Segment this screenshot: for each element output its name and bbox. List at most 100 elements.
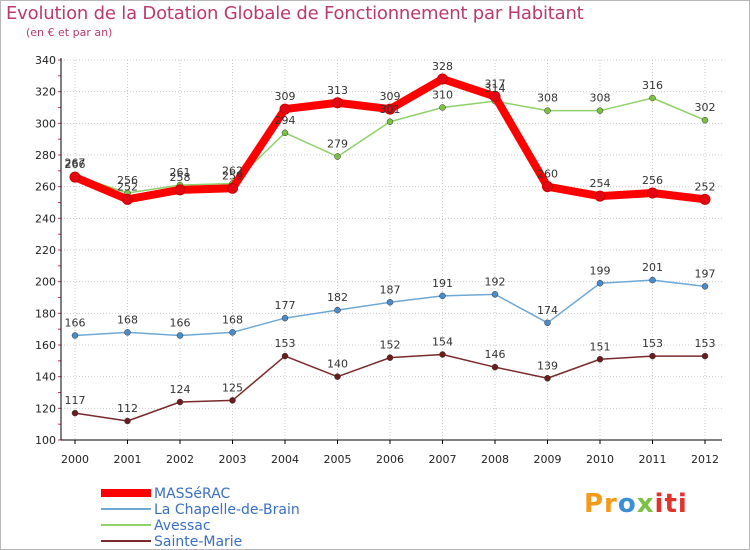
data-point — [439, 351, 446, 358]
data-label: 279 — [327, 138, 348, 151]
data-label: 252 — [695, 180, 716, 193]
data-point — [594, 190, 606, 202]
logo-part: x — [636, 489, 655, 519]
data-point — [596, 280, 604, 287]
data-label: 174 — [537, 304, 558, 317]
y-tick-label: 280 — [35, 149, 56, 162]
x-tick-label: 2009 — [534, 453, 562, 466]
data-label: 258 — [170, 171, 191, 184]
chart-title: Evolution de la Dotation Globale de Fonc… — [6, 3, 584, 24]
chart-subtitle: (en € et par an) — [26, 26, 113, 39]
data-label: 153 — [642, 337, 663, 350]
data-point — [386, 118, 394, 125]
x-tick-label: 2012 — [691, 453, 719, 466]
data-point — [701, 116, 709, 124]
data-point — [649, 94, 656, 102]
data-point — [544, 375, 551, 382]
data-label: 197 — [695, 267, 716, 280]
data-point — [124, 417, 131, 425]
legend-label: Avessac — [154, 518, 211, 534]
data-point — [334, 306, 341, 314]
data-point — [491, 363, 499, 371]
x-tick-label: 2011 — [639, 453, 667, 466]
data-label: 152 — [380, 339, 401, 352]
data-point — [176, 398, 184, 406]
data-point — [334, 153, 341, 160]
y-tick-label: 180 — [35, 307, 56, 320]
x-tick-label: 2010 — [586, 453, 614, 466]
data-label: 168 — [222, 313, 243, 326]
data-point — [386, 354, 394, 361]
data-label: 146 — [485, 348, 506, 361]
data-point — [701, 352, 709, 360]
data-point — [229, 397, 236, 404]
data-label: 294 — [275, 114, 296, 127]
data-label: 256 — [117, 174, 138, 187]
axes: 100 120 140 160 180 200 220 240 260 280 300 320 340 2… — [35, 54, 722, 466]
data-point — [334, 373, 341, 380]
data-point — [281, 352, 289, 360]
data-label: 313 — [327, 84, 348, 97]
logo-part: Pr — [584, 489, 618, 519]
x-tick-label: 2007 — [429, 453, 457, 466]
data-label: 308 — [590, 92, 611, 105]
data-point — [71, 409, 79, 417]
data-point — [439, 292, 446, 300]
data-label: 153 — [275, 337, 296, 350]
data-point — [544, 319, 551, 327]
data-label: 302 — [695, 101, 716, 114]
data-label: 187 — [380, 283, 401, 296]
data-point — [542, 181, 553, 193]
y-tick-label: 100 — [35, 434, 56, 447]
data-label: 262 — [222, 165, 243, 178]
data-label: 112 — [117, 402, 138, 415]
x-tick-label: 2008 — [481, 453, 509, 466]
y-tick-label: 160 — [35, 339, 56, 352]
data-label: 309 — [380, 90, 401, 103]
data-label: 316 — [642, 79, 663, 92]
data-label: 154 — [432, 336, 453, 349]
data-label: 182 — [327, 291, 348, 304]
data-label: 124 — [170, 383, 191, 396]
data-label: 125 — [222, 381, 243, 394]
y-tick-label: 200 — [35, 276, 56, 289]
data-point — [281, 129, 289, 137]
data-label: 317 — [485, 77, 506, 90]
data-point — [437, 73, 448, 85]
data-label: 117 — [65, 394, 86, 407]
series-lines — [69, 73, 711, 425]
logo-part: o — [617, 489, 637, 519]
data-label: 252 — [117, 180, 138, 193]
data-label: 266 — [65, 158, 86, 171]
data-point — [386, 299, 394, 306]
x-tick-label: 2002 — [166, 453, 194, 466]
data-label: 260 — [537, 168, 558, 181]
data-point — [384, 103, 396, 115]
data-point — [122, 193, 133, 205]
data-point — [647, 187, 658, 199]
data-label: 199 — [590, 264, 611, 277]
x-tick-label: 2001 — [114, 453, 142, 466]
data-point — [174, 184, 186, 196]
data-label: 301 — [380, 103, 401, 116]
data-label: 310 — [432, 89, 453, 102]
data-point — [596, 107, 604, 114]
data-label: 168 — [117, 313, 138, 326]
data-point — [489, 90, 501, 102]
data-label: 151 — [590, 340, 611, 353]
data-label: 259 — [222, 169, 243, 182]
x-tick-label: 2005 — [324, 453, 352, 466]
x-tick-label: 2000 — [61, 453, 89, 466]
y-tick-label: 220 — [35, 244, 56, 257]
y-tick-label: 140 — [35, 371, 56, 384]
data-label: 261 — [170, 166, 191, 179]
y-tick-label: 300 — [35, 117, 56, 130]
data-point — [649, 352, 656, 360]
data-point — [699, 193, 711, 205]
data-label: 191 — [432, 277, 453, 290]
data-point — [649, 276, 656, 284]
data-point — [491, 291, 499, 298]
data-point — [124, 329, 131, 336]
